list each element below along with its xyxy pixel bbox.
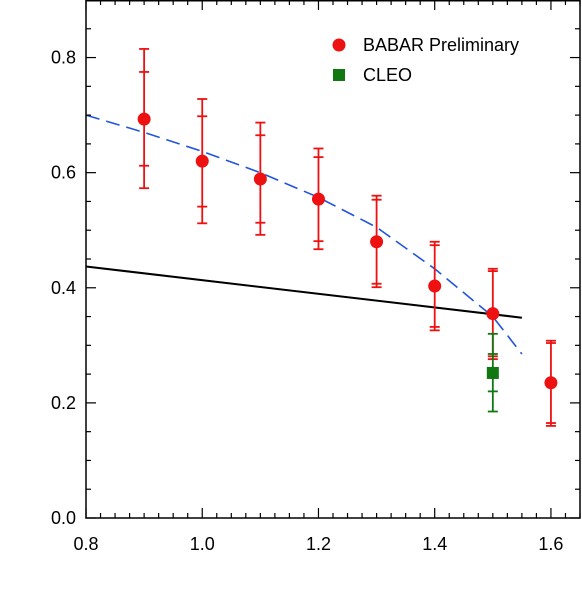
babar-preliminary-point (544, 376, 558, 390)
babar-preliminary-point (253, 172, 267, 186)
legend-marker-2 (333, 69, 345, 81)
y-tick-label: 0.8 (51, 48, 76, 68)
babar-preliminary-point (195, 154, 209, 168)
babar-preliminary-point (428, 279, 442, 293)
dashed-fit-curve (85, 114, 523, 355)
cleo-point (486, 366, 499, 379)
legend: BABAR Preliminary CLEO (332, 35, 519, 85)
tick-labels-layer: 0.8 1.0 1.2 1.4 1.6 0.0 0.2 0.4 0.6 0.8 (51, 48, 563, 554)
y-tick-label: 0.4 (51, 278, 76, 298)
babar-preliminary-point (137, 112, 151, 126)
x-tick-label: 1.6 (538, 534, 563, 554)
x-tick-label: 1.2 (306, 534, 331, 554)
markers-layer (137, 112, 558, 390)
legend-marker-1 (332, 38, 346, 52)
legend-label-1: BABAR Preliminary (363, 35, 519, 55)
y-tick-label: 0.6 (51, 163, 76, 183)
legend-label-2: CLEO (363, 65, 412, 85)
babar-preliminary-point (311, 192, 325, 206)
y-tick-label: 0.2 (51, 393, 76, 413)
x-tick-label: 0.8 (73, 534, 98, 554)
curves-layer (85, 114, 523, 355)
x-tick-label: 1.0 (190, 534, 215, 554)
ticks-layer (85, 0, 581, 519)
solid-fit-curve (85, 265, 523, 319)
y-tick-label: 0.0 (51, 508, 76, 528)
babar-preliminary-point (486, 307, 500, 321)
babar-preliminary-point (370, 235, 384, 249)
x-tick-label: 1.4 (422, 534, 447, 554)
